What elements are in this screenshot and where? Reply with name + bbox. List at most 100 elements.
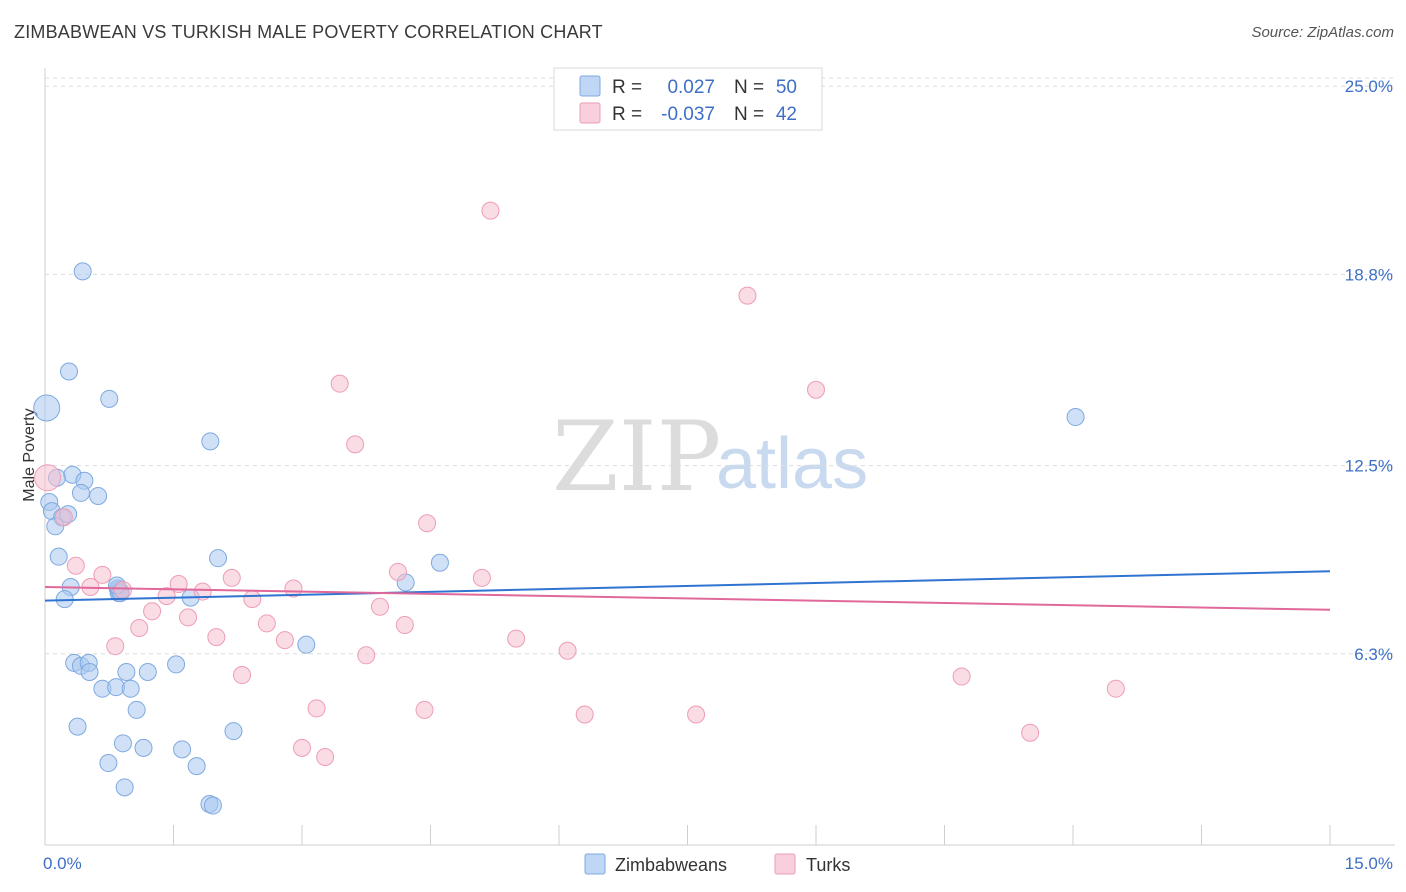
turks-point [93,565,112,584]
zimbabweans-point [430,553,449,572]
watermark-atlas: atlas [716,424,868,504]
legend-swatch-zimbabweans [579,75,601,97]
legend-r-label-turks: R = [612,104,642,125]
zimbabweans-point [201,432,220,451]
legend-r-label-zimbabweans: R = [612,77,642,98]
turks-point [222,568,241,587]
stats-legend: R = 0.027 N = 50 R = -0.037 N = 42 [553,67,823,131]
zimbabweans-point [33,394,61,422]
trend-line-turks [44,586,1331,611]
turks-point [472,568,491,587]
y-tick-label: 12.5% [1345,457,1393,476]
legend-n-value-turks: 42 [776,104,797,125]
zimbabweans-point [167,655,186,674]
turks-point [233,666,252,685]
turks-point [66,556,85,575]
turks-point [54,508,73,527]
legend-n-value-zimbabweans: 50 [776,77,797,98]
zimbabweans-point [203,796,222,815]
zimbabweans-point [127,700,146,719]
turks-point [481,201,500,220]
source-credit: Source: ZipAtlas.com [1251,24,1394,41]
zimbabweans-point [173,740,192,759]
axes [44,68,1395,846]
y-axis-label: Male Poverty [21,408,38,501]
turks-point [558,641,577,660]
zimbabweans-point [224,722,243,741]
x-tick-label-min: 0.0% [43,854,82,873]
watermark-zip: ZIP [552,401,721,513]
y-tick-label: 6.3% [1354,645,1393,664]
turks-point [370,597,389,616]
turks-point [1106,679,1125,698]
zimbabweans-point [209,549,228,568]
zimbabweans-point [115,778,134,797]
zimbabweans-point [134,738,153,757]
turks-point [207,628,226,647]
zimbabweans-point [99,754,118,773]
turks-point [330,374,349,393]
turks-point [293,738,311,757]
chart-title: ZIMBABWEAN VS TURKISH MALE POVERTY CORRE… [14,22,603,42]
series-legend-label-zimbabweans: Zimbabweans [615,855,727,875]
turks-point [687,705,706,724]
zimbabweans-point [297,635,316,654]
turks-point [357,646,376,665]
turks-point [316,747,335,766]
turks-point [275,631,294,650]
turks-point [130,618,149,637]
series-legend-swatch-turks [774,853,796,875]
x-tick-label-max: 15.0% [1345,854,1393,873]
zimbabweans-point [113,734,132,753]
turks-point [257,614,276,633]
turks-point [507,629,526,648]
turks-point [113,581,132,600]
zimbabweans-point [49,547,68,566]
turks-point [34,464,62,492]
gridlines [45,77,1395,655]
turks-point [243,590,262,609]
zimbabweans-point [1066,408,1085,427]
turks-point [169,574,188,593]
zimbabweans-point [89,486,108,505]
x-tick-labels: 0.0% 15.0% [43,854,1393,873]
zimbabweans-point [71,483,90,502]
turks-point [418,514,437,533]
turks-point [346,435,365,454]
turks-point [388,562,407,581]
trend-line-zimbabweans [44,570,1331,602]
legend-r-value-zimbabweans: 0.027 [667,77,715,98]
turks-point [952,667,971,686]
turks-point [193,582,212,601]
legend-r-value-turks: -0.037 [661,104,715,125]
zimbabweans-point [73,262,92,281]
turks-point [143,602,162,621]
zimbabweans-point [187,757,206,776]
series-zimbabweans-points [33,262,1085,815]
legend-n-label-zimbabweans: N = [734,77,764,98]
zimbabweans-point [121,679,140,698]
zimbabweans-point [100,389,119,408]
turks-point [415,700,434,719]
turks-point [575,705,594,724]
watermark: ZIP atlas [552,401,868,513]
turks-point [157,587,176,606]
zimbabweans-point [138,662,157,681]
turks-point [179,608,198,627]
turks-point [307,699,326,718]
trend-lines [44,570,1331,611]
zimbabweans-point [80,662,99,681]
series-legend-label-turks: Turks [806,855,850,875]
turks-point [106,637,125,656]
turks-point [807,380,825,399]
y-tick-label: 25.0% [1345,77,1393,96]
series-legend-swatch-zimbabweans [584,853,606,875]
series-legend: Zimbabweans Turks [584,853,850,875]
turks-point [738,286,757,305]
series-turks-points [34,201,1125,766]
turks-point [284,579,303,598]
y-tick-labels: 6.3% 12.5% 18.8% 25.0% [1345,77,1393,664]
legend-swatch-turks [579,102,601,124]
zimbabweans-point [68,717,87,736]
